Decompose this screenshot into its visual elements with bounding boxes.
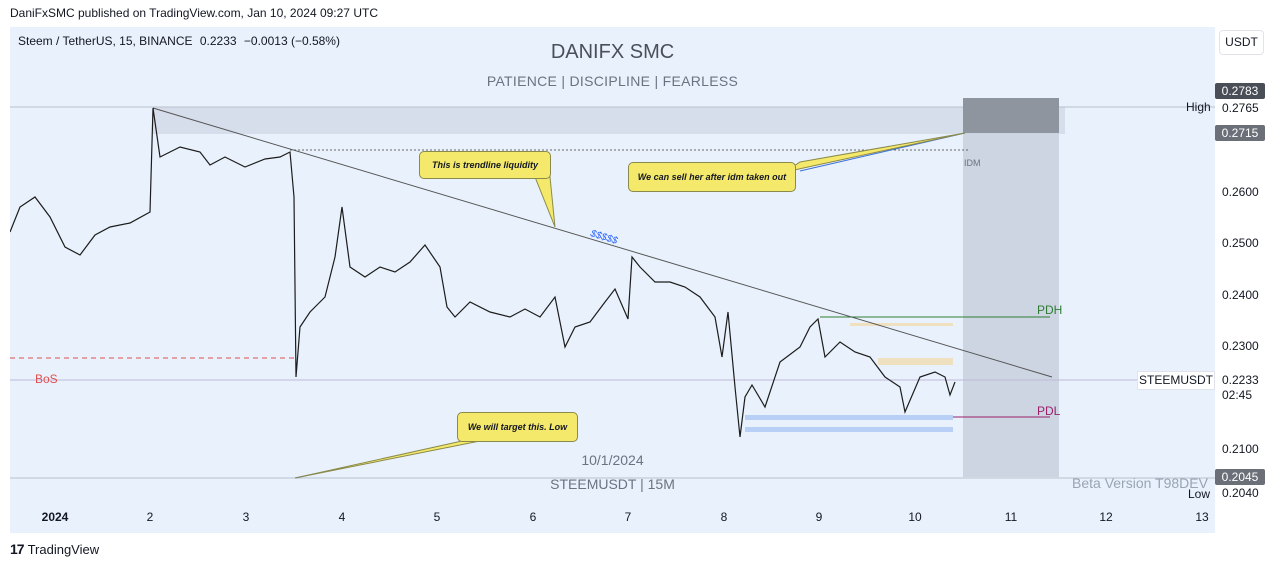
- symbol-change: −0.0013 (−0.58%): [243, 34, 340, 48]
- countdown-label: 02:45: [1222, 388, 1253, 402]
- low-label: Low: [1188, 487, 1211, 501]
- price-tag-bottom: 0.2045: [1215, 469, 1265, 485]
- tradingview-logo-icon: 17: [10, 541, 25, 557]
- time-tick: 4: [338, 510, 346, 524]
- supply-zone-small: [878, 358, 953, 365]
- price-label: 0.2300: [1222, 339, 1259, 353]
- high-label: High: [1186, 100, 1211, 114]
- price-label: 0.2500: [1222, 236, 1259, 250]
- sell-callout-tail: [784, 132, 966, 173]
- callout-sell[interactable]: We can sell her after idm taken out: [628, 162, 796, 192]
- price-axis-bg: [1215, 27, 1272, 533]
- price-label: 0.2600: [1222, 185, 1259, 199]
- callout-trendline[interactable]: This is trendline liquidity: [419, 151, 551, 179]
- current-price-label: 0.2233: [1222, 373, 1259, 387]
- price-label: 0.2040: [1222, 486, 1259, 500]
- time-tick: 12: [1099, 510, 1113, 524]
- watermark-date: 10/1/2024: [581, 452, 644, 468]
- time-tick: 6: [529, 510, 537, 524]
- price-series: [10, 107, 956, 438]
- current-symbol-tag: STEEMUSDT: [1137, 371, 1215, 390]
- watermark-subtitle: PATIENCE | DISCIPLINE | FEARLESS: [486, 73, 739, 89]
- time-tick: 5: [433, 510, 441, 524]
- supply-zone: [153, 107, 1065, 134]
- watermark-symbol: STEEMUSDT | 15M: [550, 476, 675, 492]
- price-label: 0.2765: [1222, 101, 1259, 115]
- watermark-title: DANIFX SMC: [550, 41, 675, 63]
- publisher-header: DaniFxSMC published on TradingView.com, …: [10, 6, 378, 20]
- symbol-name: Steem / TetherUS, 15, BINANCE: [18, 34, 193, 48]
- demand-zone-2: [745, 427, 953, 432]
- price-label: 0.2400: [1222, 288, 1259, 302]
- watermark-beta: Beta Version T98DEV: [1072, 475, 1208, 491]
- position-stop-zone: [963, 98, 1059, 133]
- trendline-callout-tail: [534, 176, 556, 228]
- idm-label: IDM: [964, 158, 981, 168]
- footer-brand-label: TradingView: [27, 541, 100, 557]
- time-tick: 10: [908, 510, 922, 524]
- time-tick: 9: [815, 510, 823, 524]
- price-label: 0.2100: [1222, 442, 1259, 456]
- supply-zone-thin: [850, 323, 953, 326]
- time-tick: 11: [1004, 510, 1018, 524]
- time-tick: 8: [720, 510, 728, 524]
- symbol-info: Steem / TetherUS, 15, BINANCE 0.2233 −0.…: [18, 34, 344, 48]
- time-tick: 13: [1195, 510, 1209, 524]
- symbol-price: 0.2233: [199, 34, 237, 48]
- time-tick: 3: [242, 510, 250, 524]
- chart-canvas[interactable]: [10, 27, 1272, 533]
- price-tag-top: 0.2783: [1215, 83, 1265, 99]
- chart-area[interactable]: Steem / TetherUS, 15, BINANCE 0.2233 −0.…: [10, 27, 1272, 533]
- time-tick: 2: [146, 510, 154, 524]
- bos-label: BoS: [35, 372, 58, 386]
- position-target-zone: [963, 133, 1059, 477]
- pdl-label: PDL: [1037, 404, 1061, 418]
- callout-target[interactable]: We will target this. Low: [457, 412, 578, 442]
- time-tick: 7: [624, 510, 632, 524]
- trendline: [152, 107, 1053, 378]
- price-tag-mid: 0.2715: [1215, 125, 1265, 141]
- pdh-label: PDH: [1037, 303, 1063, 317]
- time-tick: 2024: [41, 510, 69, 524]
- demand-zone-1: [745, 415, 953, 420]
- currency-button[interactable]: USDT: [1219, 30, 1264, 55]
- footer-brand[interactable]: 17 TradingView: [10, 541, 99, 557]
